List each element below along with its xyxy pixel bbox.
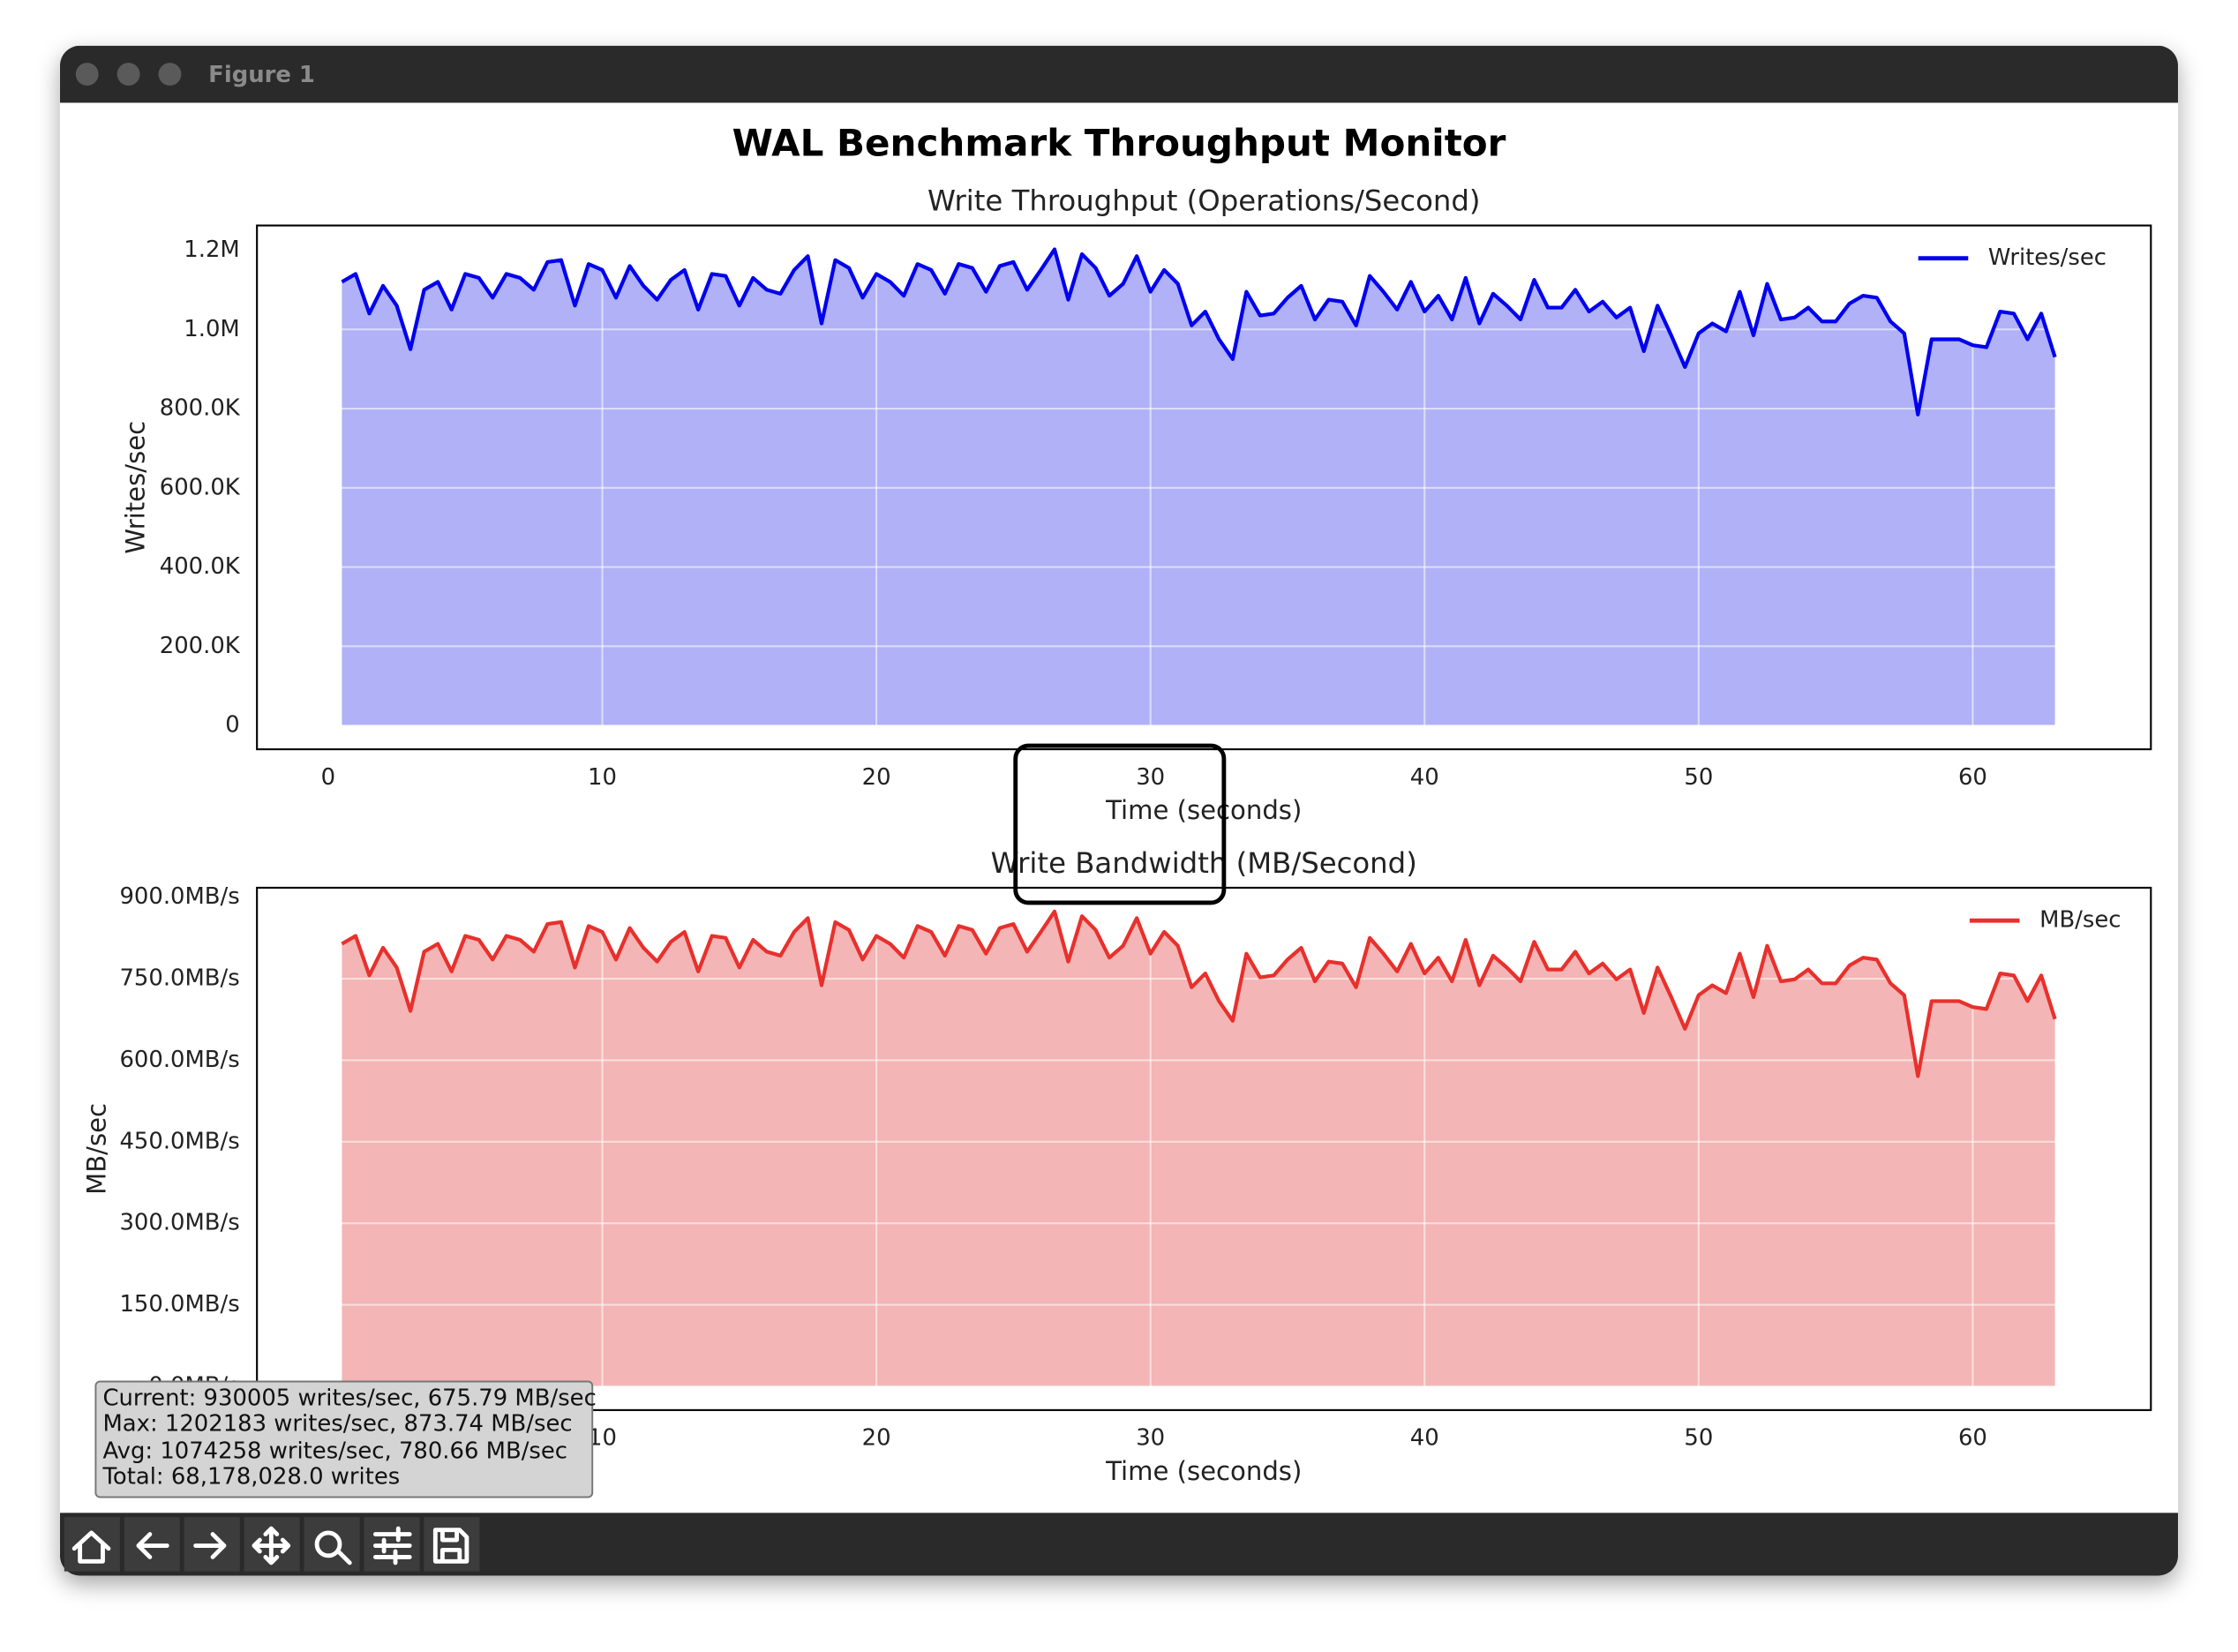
y-tick-label: 150.0MB/s [119,1291,239,1318]
series-line [341,247,2057,417]
y-tick-label: 600.0MB/s [119,1047,239,1073]
axes-frame [256,224,2152,751]
area-fill [342,911,2055,1386]
zoom-button[interactable] [158,63,182,86]
y-tick-label: 750.0MB/s [119,965,239,992]
axes-frame [256,886,2152,1411]
y-tick-label: 0 [225,712,239,739]
highlight-box [1013,743,1227,905]
title-bar [59,45,2179,103]
x-tick-label: 50 [1684,1425,1713,1452]
y-tick-label: 300.0MB/s [119,1210,239,1236]
info-line: Avg: 1074258 writes/sec, 780.66 MB/sec [102,1438,567,1464]
y-tick-label: 600.0K [160,474,241,500]
y-tick-label: 400.0K [160,553,241,580]
series-line [341,909,2057,1078]
y-tick-label: 450.0MB/s [119,1128,239,1154]
x-tick-label: 50 [1684,764,1713,791]
info-line: Max: 1202183 writes/sec, 873.74 MB/sec [102,1411,572,1438]
y-tick-label: 800.0K [160,395,241,422]
y-tick-label: 900.0MB/s [119,883,239,910]
zoom-icon [314,1530,352,1566]
y-tick-label: 1.2M [184,237,239,263]
window-title: Figure 1 [208,62,315,88]
toolbar-buttons [64,1517,480,1572]
info-box: Current: 930005 writes/sec, 675.79 MB/se… [94,1380,597,1498]
figure-title: WAL Benchmark Throughput Monitor [732,121,1506,164]
back-icon [136,1532,169,1559]
forward-icon [193,1532,227,1559]
save-icon [432,1528,469,1564]
x-tick-label: 40 [1410,1425,1439,1452]
home-icon [71,1530,111,1564]
minimize-button[interactable] [116,63,140,86]
y-tick-label: 200.0K [160,633,241,659]
x-tick-label: 60 [1958,1425,1987,1452]
x-axis-label: Time (seconds) [1105,1456,1302,1486]
x-tick-label: 20 [862,1425,891,1452]
x-axis-label: Time (seconds) [1105,795,1302,825]
x-tick-label: 40 [1410,764,1439,791]
x-tick-label: 30 [1136,764,1165,791]
close-button[interactable] [75,63,99,86]
pan-icon [252,1526,291,1566]
info-box-frame [94,1380,594,1498]
x-tick-label: 0 [321,764,335,791]
x-tick-label: 10 [588,764,617,791]
charts: Write Throughput (Operations/Second) 0 10 2… [82,184,2152,1486]
info-line: Current: 930005 writes/sec, 675.79 MB/se… [102,1385,596,1411]
x-tick-label: 60 [1958,764,1987,791]
subplot-title: Write Bandwidth (MB/Second) [991,846,1417,880]
configure-icon [372,1526,412,1566]
subplot-title: Write Throughput (Operations/Second) [927,184,1481,218]
info-line: Total: 68,178,028.0 writes [101,1463,400,1490]
legend-label: MB/sec [2039,907,2121,934]
x-tick-label: 30 [1136,1425,1165,1452]
y-axis-label: MB/sec [82,1103,112,1195]
y-tick-label: 1.0M [184,316,239,342]
x-tick-label: 20 [862,764,891,791]
legend-label: Writes/sec [1988,244,2107,271]
y-axis-label: Writes/sec [120,421,150,554]
